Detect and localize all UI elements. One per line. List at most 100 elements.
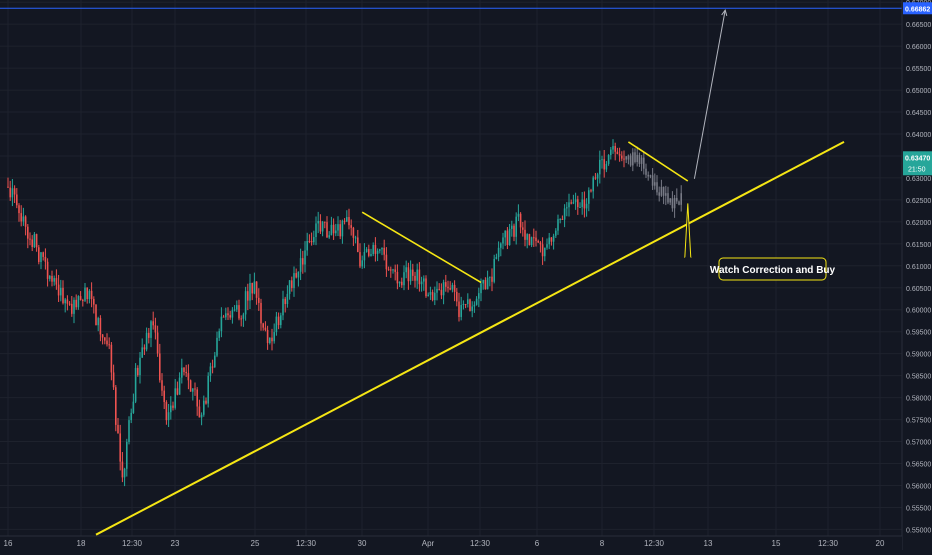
- candle-body: [574, 199, 577, 203]
- candle-body: [585, 203, 588, 209]
- candle-body: [568, 202, 570, 208]
- candle-body: [546, 244, 548, 248]
- candle-body: [156, 332, 159, 354]
- candle-body: [148, 332, 150, 338]
- candle-body: [420, 281, 423, 285]
- candle-body: [51, 276, 53, 282]
- candle-body: [561, 218, 564, 220]
- candle-body: [251, 282, 253, 294]
- candle-body: [350, 225, 352, 228]
- annotation-text: Watch Correction and Buy: [710, 265, 836, 276]
- projection-arrow-line[interactable]: [693, 10, 726, 179]
- candle-body: [185, 371, 187, 374]
- time-tick-label: 13: [704, 539, 713, 548]
- horizontal-level-label-bg: [903, 2, 932, 15]
- price-tick-label: 0.59500: [906, 330, 931, 337]
- drawings[interactable]: Watch Correction and Buy: [0, 7, 902, 536]
- time-tick-label: 18: [77, 539, 86, 548]
- candle-body: [101, 334, 104, 338]
- candle-body: [526, 234, 528, 240]
- annotation-callout[interactable]: Watch Correction and Buy: [684, 203, 836, 281]
- candle-body: [222, 316, 225, 318]
- candle-body: [284, 298, 286, 304]
- candle-body: [29, 238, 31, 240]
- candle-body: [306, 240, 308, 251]
- candle-body: [383, 247, 385, 255]
- candle-body: [240, 318, 242, 320]
- candle-body: [183, 367, 185, 372]
- candle-body: [7, 186, 9, 188]
- time-tick-label: 20: [876, 539, 885, 548]
- candle-body: [277, 316, 280, 326]
- callout-pointer: [684, 203, 692, 259]
- candle-body: [27, 226, 29, 239]
- candle-body: [489, 276, 491, 278]
- candle-body: [596, 174, 599, 179]
- candle-body: [152, 321, 154, 326]
- candle-body: [11, 188, 14, 198]
- candle-body: [348, 217, 350, 226]
- candle-body: [207, 375, 209, 404]
- candle-body: [676, 197, 678, 202]
- candle-body: [90, 290, 93, 299]
- candle-body: [262, 323, 264, 328]
- candle-body: [643, 157, 645, 169]
- candle-body: [647, 174, 649, 177]
- price-tick-label: 0.66000: [906, 44, 931, 51]
- candle-body: [260, 302, 262, 324]
- candle-body: [669, 198, 671, 203]
- candle-body: [275, 316, 278, 333]
- candle-body: [548, 237, 550, 245]
- candle-body: [143, 347, 146, 350]
- candle-body: [93, 298, 95, 305]
- candle-body: [211, 366, 214, 368]
- candle-body: [555, 230, 557, 236]
- trendline-channel-1[interactable]: [361, 211, 482, 284]
- candle-body: [557, 219, 559, 231]
- candle-body: [328, 235, 330, 238]
- candle-body: [167, 412, 170, 421]
- candle-body: [506, 230, 509, 245]
- candle-body: [49, 276, 51, 279]
- time-tick-label: 12:30: [644, 539, 665, 548]
- candle-body: [601, 159, 603, 161]
- candle-body: [599, 159, 601, 175]
- candle-body: [491, 276, 493, 282]
- candle-body: [592, 177, 594, 192]
- candle-body: [266, 329, 269, 344]
- candle-body: [244, 291, 247, 315]
- candle-body: [121, 461, 124, 478]
- candle-body: [522, 227, 524, 230]
- candle-body: [128, 420, 130, 442]
- candle-body: [517, 213, 520, 217]
- candle-body: [269, 337, 271, 344]
- candle-body: [469, 299, 471, 311]
- candle-body: [658, 192, 660, 196]
- candle-body: [563, 208, 566, 220]
- candle-body: [614, 146, 616, 152]
- candle-body: [616, 151, 619, 155]
- candle-body: [205, 400, 207, 404]
- candle-body: [106, 340, 108, 345]
- candle-body: [467, 299, 469, 304]
- candle-body: [385, 254, 388, 270]
- price-tick-label: 0.63000: [906, 176, 931, 183]
- price-tick-label: 0.55500: [906, 505, 931, 512]
- candle-body: [394, 269, 396, 272]
- candle-body: [79, 296, 82, 301]
- price-tick-label: 0.59000: [906, 352, 931, 359]
- candle-body: [192, 388, 194, 392]
- candle-body: [502, 237, 504, 244]
- trendline-support[interactable]: [95, 141, 845, 536]
- trendline-channel-2[interactable]: [627, 141, 689, 182]
- candle-body: [198, 406, 201, 418]
- candle-body: [471, 306, 473, 311]
- candle-body: [352, 227, 355, 238]
- candle-body: [227, 313, 229, 316]
- candle-body: [581, 199, 583, 207]
- candle-body: [97, 318, 99, 326]
- price-tick-label: 0.60000: [906, 308, 931, 315]
